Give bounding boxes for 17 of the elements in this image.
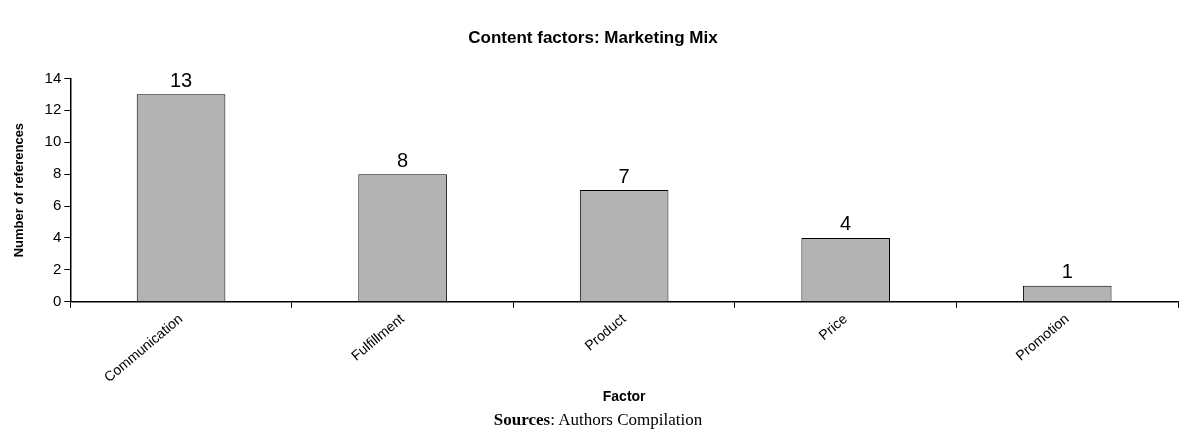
data-label: 1 bbox=[1061, 260, 1073, 283]
y-tick-label: 6 bbox=[52, 196, 62, 214]
y-axis-title: Number of references bbox=[11, 122, 27, 258]
y-tick-label: 14 bbox=[44, 68, 62, 86]
y-tick-label: 8 bbox=[52, 164, 62, 182]
x-axis-title: Factor bbox=[602, 388, 647, 405]
y-tick-label: 0 bbox=[52, 291, 62, 309]
data-label: 13 bbox=[169, 68, 193, 91]
data-label: 4 bbox=[840, 212, 852, 235]
y-tick-label: 2 bbox=[52, 260, 62, 278]
y-tick-label: 10 bbox=[44, 132, 62, 150]
source-note: Sources: Authors Compilation bbox=[492, 410, 704, 430]
data-label: 8 bbox=[397, 148, 409, 171]
y-tick-label: 12 bbox=[44, 100, 62, 118]
y-tick-label: 4 bbox=[52, 228, 62, 246]
data-label: 7 bbox=[618, 164, 630, 187]
chart-title: Content factors: Marketing Mix bbox=[468, 27, 719, 47]
